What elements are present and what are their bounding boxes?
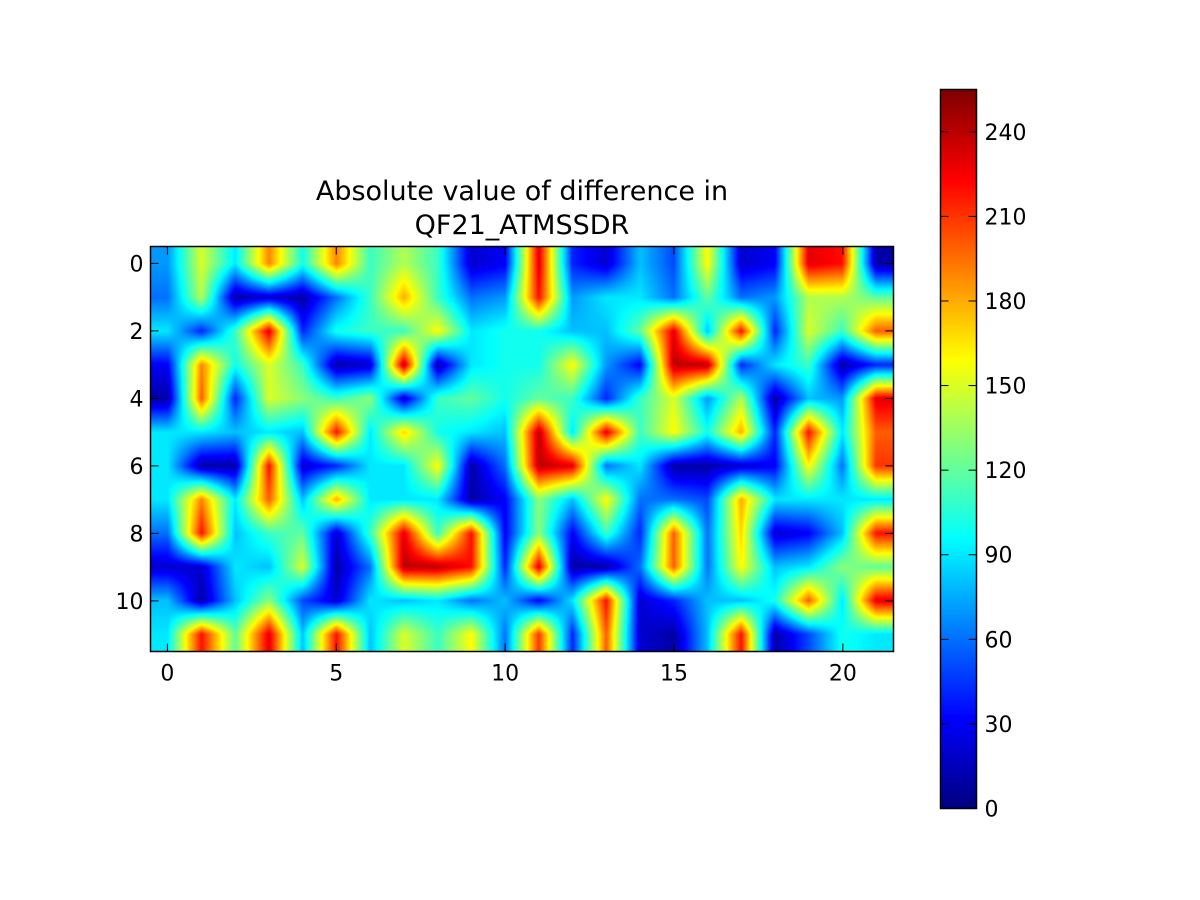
heatmap-frame — [149, 245, 895, 653]
y-tick-label: 0 — [130, 252, 144, 277]
x-tick-label: 0 — [160, 662, 174, 687]
x-tick-label: 15 — [660, 662, 688, 687]
chart-title-line-1: Absolute value of difference in — [315, 176, 729, 207]
colorbar-tick-label: 180 — [985, 290, 1027, 315]
colorbar-tick-label: 240 — [985, 121, 1027, 146]
colorbar-tick-label: 0 — [985, 798, 999, 823]
x-tick-label: 5 — [329, 662, 343, 687]
y-tick-label: 4 — [130, 387, 144, 412]
colorbar-tick-label: 60 — [985, 628, 1013, 653]
x-axis-ticks: 0 5 10 15 20 — [160, 246, 857, 687]
colorbar-tick-label: 30 — [985, 713, 1013, 738]
y-axis-ticks: 0 2 4 6 8 10 — [116, 252, 894, 615]
x-tick-label: 20 — [829, 662, 857, 687]
colorbar-tick-label: 90 — [985, 544, 1013, 569]
colorbar-gradient — [941, 90, 976, 808]
x-tick-label: 10 — [491, 662, 519, 687]
y-tick-label: 8 — [130, 522, 144, 547]
y-tick-label: 2 — [130, 320, 144, 345]
colorbar-tick-label: 150 — [985, 375, 1027, 400]
colorbar-ticks: 0 30 60 90 120 150 180 210 240 — [940, 121, 1027, 823]
chart-title-line-2: QF21_ATMSSDR — [414, 210, 630, 241]
heatmap-image — [151, 247, 893, 651]
y-tick-label: 6 — [130, 455, 144, 480]
colorbar-frame — [939, 88, 978, 810]
colorbar-tick-label: 210 — [985, 205, 1027, 230]
y-tick-label: 10 — [116, 590, 144, 615]
colorbar-tick-label: 120 — [985, 459, 1027, 484]
